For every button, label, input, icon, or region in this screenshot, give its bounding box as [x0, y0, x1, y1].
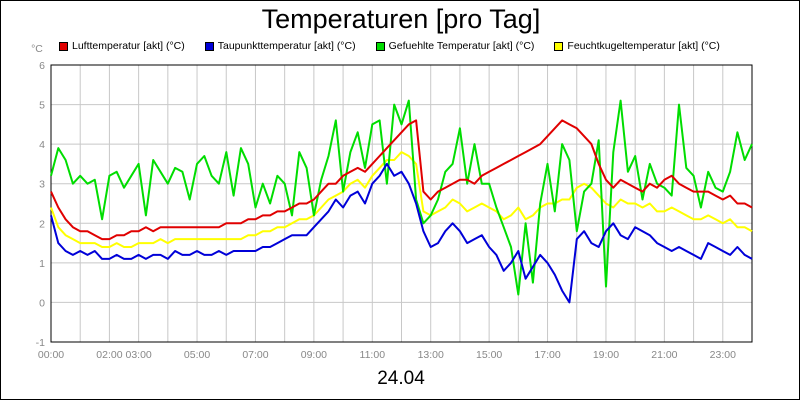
y-tick-label: 5	[39, 100, 45, 112]
legend-label-feuchtkugeltemperatur: Feuchtkugeltemperatur [akt] (°C)	[567, 40, 720, 52]
chart-title: Temperaturen [pro Tag]	[261, 4, 541, 34]
legend-swatch-lufttemperatur	[59, 41, 68, 51]
legend-swatch-feuchtkugeltemperatur	[554, 41, 564, 51]
x-tick-label: 09:00	[301, 349, 327, 361]
x-axis-label: 24.04	[377, 368, 425, 389]
legend-label-lufttemperatur: Lufttemperatur [akt] (°C)	[72, 40, 185, 52]
legend-swatch-gefuehlte-temperatur	[375, 41, 385, 51]
y-tick-label: -1	[36, 337, 45, 349]
legend-swatch-taupunkttemperatur	[204, 41, 214, 51]
x-tick-label: 02:00	[96, 349, 122, 361]
y-tick-label: 4	[39, 139, 45, 151]
x-tick-label: 11:00	[360, 349, 386, 361]
x-tick-label: 00:00	[38, 349, 64, 361]
legend-item-feuchtkugeltemperatur: Feuchtkugeltemperatur [akt] (°C)	[554, 39, 720, 53]
legend-item-gefuehlte-temperatur: Gefuehlte Temperatur [akt] (°C)	[375, 39, 535, 53]
series-line-feuchtkugeltemperatur	[50, 151, 753, 248]
series-line-gefuehlte-temperatur	[50, 99, 753, 296]
legend-label-taupunkttemperatur: Taupunkttemperatur [akt] (°C)	[217, 40, 356, 52]
series-line-taupunkttemperatur	[50, 162, 753, 304]
x-tick-label: 19:00	[593, 349, 619, 361]
plot-border	[50, 64, 753, 343]
y-tick-label: 6	[39, 60, 45, 72]
y-tick-label: 1	[39, 258, 45, 270]
x-tick-label: 07:00	[242, 349, 268, 361]
x-tick-label: 23:00	[710, 349, 736, 361]
chart-legend: Lufttemperatur [akt] (°C) Taupunkttemper…	[59, 39, 720, 53]
series-line-lufttemperatur	[50, 119, 753, 241]
legend-item-lufttemperatur: Lufttemperatur [akt] (°C)	[59, 39, 185, 53]
x-tick-label: 03:00	[125, 349, 151, 361]
x-tick-label: 15:00	[476, 349, 502, 361]
x-tick-label: 13:00	[418, 349, 444, 361]
y-tick-label: 0	[39, 297, 45, 309]
x-tick-label: 05:00	[184, 349, 210, 361]
y-tick-label: 3	[39, 179, 45, 191]
x-tick-label: 21:00	[651, 349, 677, 361]
y-tick-label: 2	[39, 218, 45, 230]
x-tick-label: 17:00	[534, 349, 560, 361]
legend-label-gefuehlte-temperatur: Gefuehlte Temperatur [akt] (°C)	[388, 40, 535, 52]
y-axis-unit: °C	[31, 43, 43, 55]
legend-item-taupunkttemperatur: Taupunkttemperatur [akt] (°C)	[204, 39, 356, 53]
